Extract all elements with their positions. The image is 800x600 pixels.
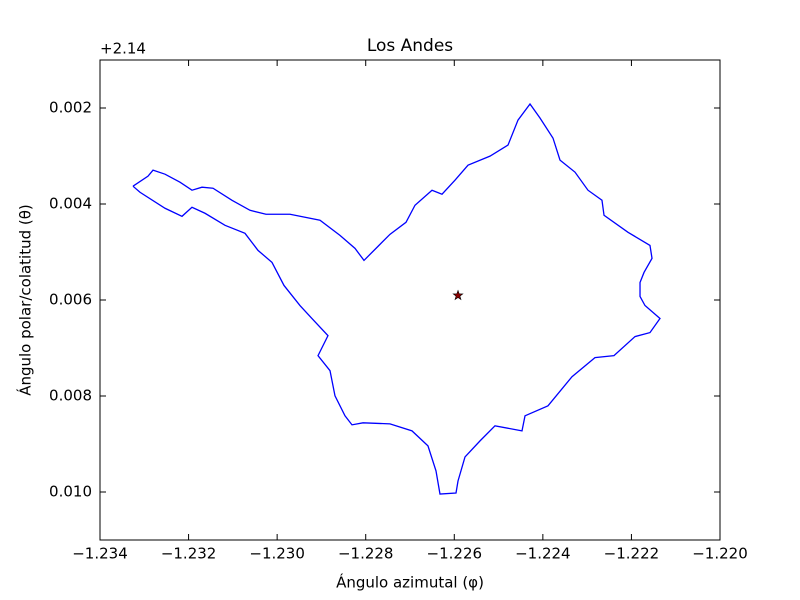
plot-frame (99, 59, 721, 541)
outline (132, 102, 661, 495)
x-tick-label: −1.228 (338, 545, 394, 563)
x-tick-label: −1.232 (161, 545, 217, 563)
x-tick-label: −1.226 (427, 545, 483, 563)
x-tick-label: −1.234 (72, 545, 128, 563)
x-tick-label: −1.230 (249, 545, 305, 563)
centroid-marker (452, 289, 464, 301)
y-offset-text: +2.14 (100, 40, 146, 58)
y-tick-label: 0.006 (49, 291, 92, 309)
y-tick-label: 0.004 (49, 195, 92, 213)
y-tick-label: 0.010 (49, 483, 92, 501)
x-tick-label: −1.222 (604, 545, 660, 563)
y-tick-label: 0.002 (49, 99, 92, 117)
y-axis-label: Ángulo polar/colatitud (θ) (16, 204, 35, 396)
y-tick-label: 0.008 (49, 387, 92, 405)
x-tick-label: −1.220 (692, 545, 748, 563)
chart-title: Los Andes (367, 36, 453, 56)
x-axis-label: Ángulo azimutal (φ) (336, 573, 484, 592)
x-tick-label: −1.224 (515, 545, 571, 563)
